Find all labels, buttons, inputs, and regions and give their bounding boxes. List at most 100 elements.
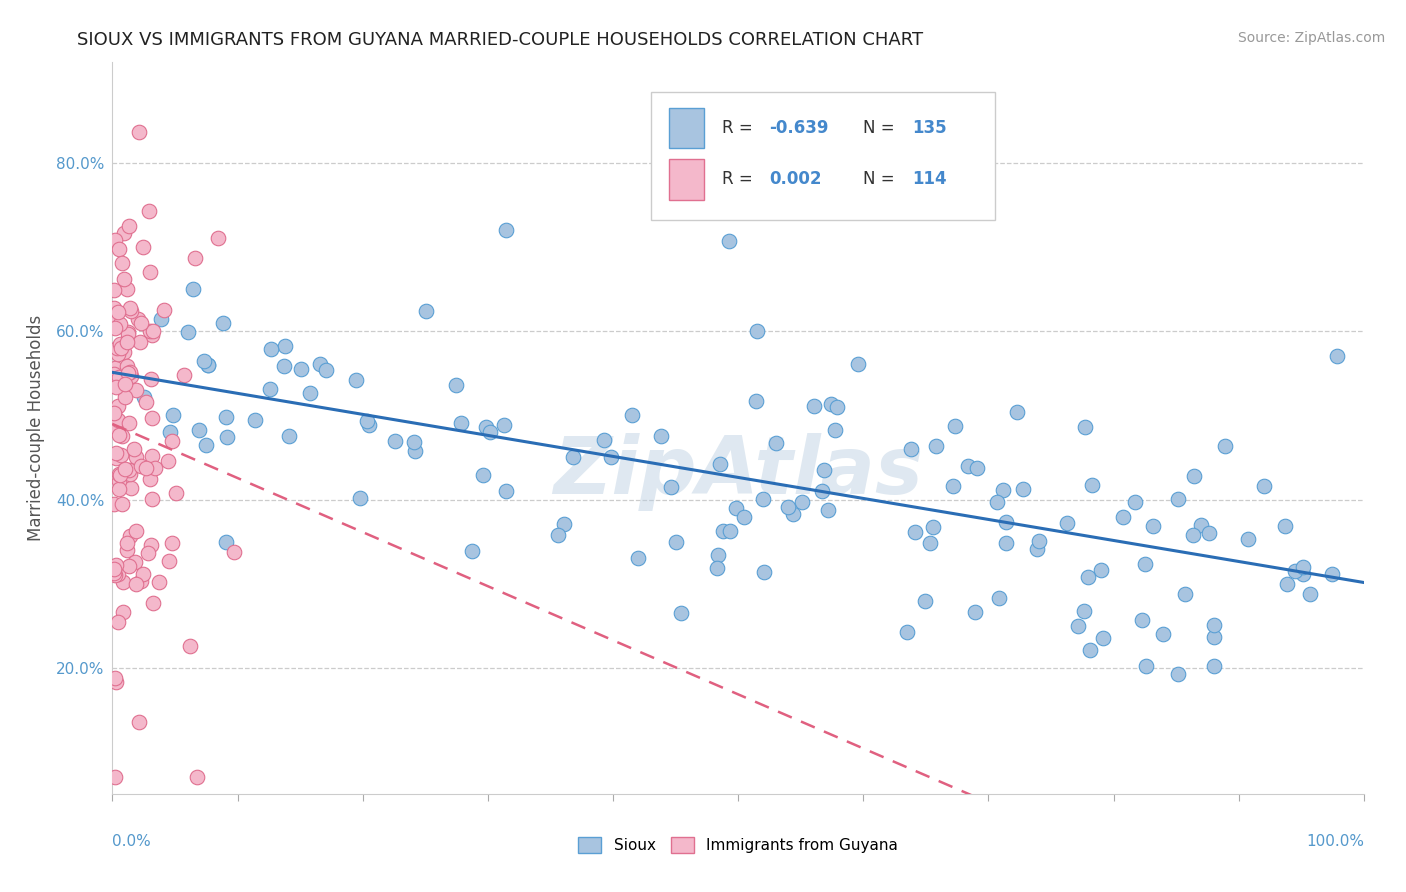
Point <box>1204 618 1226 632</box>
Point <box>1005 405 1028 419</box>
Point <box>117 367 139 381</box>
Point <box>650 429 672 443</box>
Point <box>956 458 979 473</box>
Point <box>1025 541 1047 556</box>
Point <box>820 397 842 411</box>
Point <box>344 373 367 387</box>
Point <box>1133 557 1156 571</box>
Point <box>718 524 741 538</box>
Point <box>659 480 682 494</box>
Point <box>124 450 146 465</box>
Point <box>1299 587 1322 601</box>
Point <box>1073 603 1095 617</box>
Text: ZipAtlas: ZipAtlas <box>553 433 924 511</box>
Point <box>747 324 769 338</box>
Point <box>129 335 152 350</box>
Point <box>290 361 312 376</box>
Point <box>813 463 835 477</box>
Point <box>128 714 150 729</box>
Point <box>846 358 869 372</box>
Point <box>110 468 132 483</box>
Point <box>159 425 181 439</box>
Point <box>105 380 128 394</box>
Point <box>356 414 378 428</box>
Point <box>177 325 200 339</box>
Point <box>136 547 159 561</box>
Point <box>115 535 138 549</box>
Point <box>966 461 988 475</box>
Point <box>1215 440 1237 454</box>
Point <box>943 418 966 433</box>
Point <box>810 484 832 499</box>
Point <box>752 491 775 506</box>
Point <box>707 549 730 563</box>
Point <box>1135 658 1157 673</box>
Point <box>553 516 575 531</box>
Point <box>104 450 127 465</box>
Point <box>124 555 146 569</box>
Point <box>1167 667 1189 681</box>
Text: 0.002: 0.002 <box>769 170 823 188</box>
Point <box>299 385 322 400</box>
Point <box>160 536 183 550</box>
Point <box>986 495 1008 509</box>
Point <box>103 403 125 417</box>
Point <box>115 543 138 558</box>
Text: 0.0%: 0.0% <box>112 834 152 849</box>
Point <box>112 345 135 359</box>
Point <box>627 551 650 566</box>
Point <box>181 282 204 296</box>
Point <box>1028 533 1050 548</box>
Point <box>118 463 141 477</box>
Point <box>260 342 283 356</box>
Point <box>103 367 125 381</box>
Text: SIOUX VS IMMIGRANTS FROM GUYANA MARRIED-COUPLE HOUSEHOLDS CORRELATION CHART: SIOUX VS IMMIGRANTS FROM GUYANA MARRIED-… <box>77 31 924 49</box>
Point <box>141 538 163 552</box>
Point <box>110 256 132 270</box>
Point <box>120 481 142 495</box>
Point <box>1130 613 1153 627</box>
Point <box>120 369 142 384</box>
Point <box>111 429 134 443</box>
Point <box>149 311 172 326</box>
Point <box>245 413 267 427</box>
Point <box>110 341 132 355</box>
Point <box>104 567 127 582</box>
Point <box>1011 482 1033 496</box>
Point <box>259 382 281 396</box>
Point <box>900 442 922 456</box>
Point <box>782 508 804 522</box>
Point <box>896 625 918 640</box>
Point <box>117 325 139 339</box>
Point <box>278 428 301 442</box>
Point <box>141 449 163 463</box>
Point <box>824 423 846 437</box>
Point <box>1067 619 1090 633</box>
Point <box>1182 528 1205 542</box>
Point <box>120 303 142 318</box>
Point <box>132 240 155 254</box>
Point <box>963 606 986 620</box>
Point <box>117 326 139 341</box>
Point <box>620 408 643 422</box>
Point <box>107 305 129 319</box>
Point <box>1081 477 1104 491</box>
Point <box>197 359 219 373</box>
Point <box>1056 516 1078 530</box>
Point <box>724 500 747 515</box>
Point <box>922 519 945 533</box>
Point <box>141 327 163 342</box>
Point <box>1253 479 1275 493</box>
Point <box>547 528 569 542</box>
Point <box>108 475 131 489</box>
Point <box>1274 518 1296 533</box>
Point <box>138 265 160 279</box>
Point <box>349 491 371 505</box>
Text: Source: ZipAtlas.com: Source: ZipAtlas.com <box>1237 31 1385 45</box>
FancyBboxPatch shape <box>651 92 994 219</box>
Point <box>120 529 142 543</box>
Point <box>995 515 1018 529</box>
Point <box>803 399 825 413</box>
Point <box>103 301 125 316</box>
Point <box>105 558 128 572</box>
